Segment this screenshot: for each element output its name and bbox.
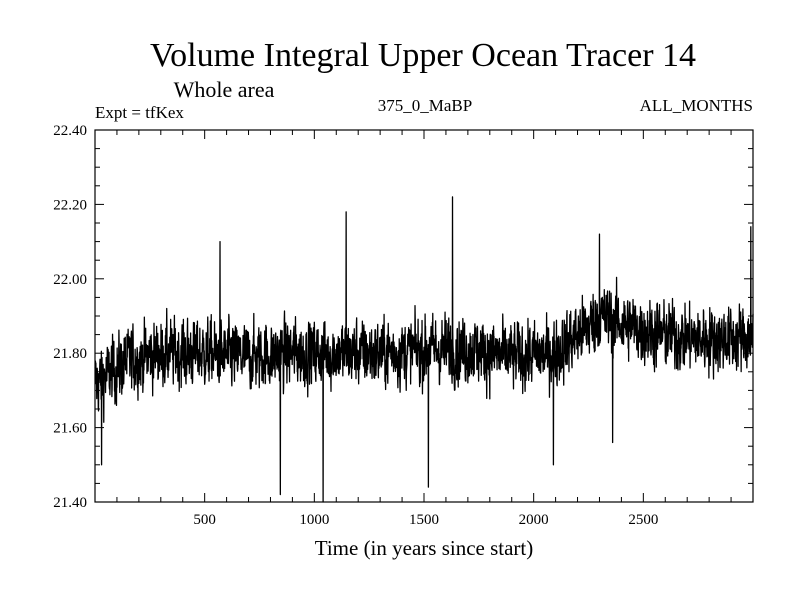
plot-area: 500 1000 1500 2000 2500 21.40 21.60 21.80 22.00 2… <box>53 123 754 528</box>
y-tick-label: 22.20 <box>53 197 87 213</box>
y-tick-label: 22.40 <box>53 123 87 139</box>
x-tick-label: 500 <box>193 512 216 528</box>
x-tick-label: 2000 <box>519 512 549 528</box>
y-tick-label: 21.60 <box>53 421 87 437</box>
series-line <box>94 196 754 503</box>
chart-title: Volume Integral Upper Ocean Tracer 14 <box>150 37 696 74</box>
x-tick-label: 1000 <box>299 512 329 528</box>
y-tick-label: 21.40 <box>53 495 87 511</box>
experiment-label: Expt = tfKex <box>95 103 184 122</box>
x-tick-label: 2500 <box>628 512 658 528</box>
period-label: 375_0_MaBP <box>378 96 472 115</box>
x-axis-label: Time (in years since start) <box>315 536 534 560</box>
y-tick-label: 22.00 <box>53 272 87 288</box>
x-tick-label: 1500 <box>409 512 439 528</box>
months-label: ALL_MONTHS <box>640 96 753 115</box>
y-tick-label: 21.80 <box>53 346 87 362</box>
chart-subtitle: Whole area <box>174 77 275 102</box>
